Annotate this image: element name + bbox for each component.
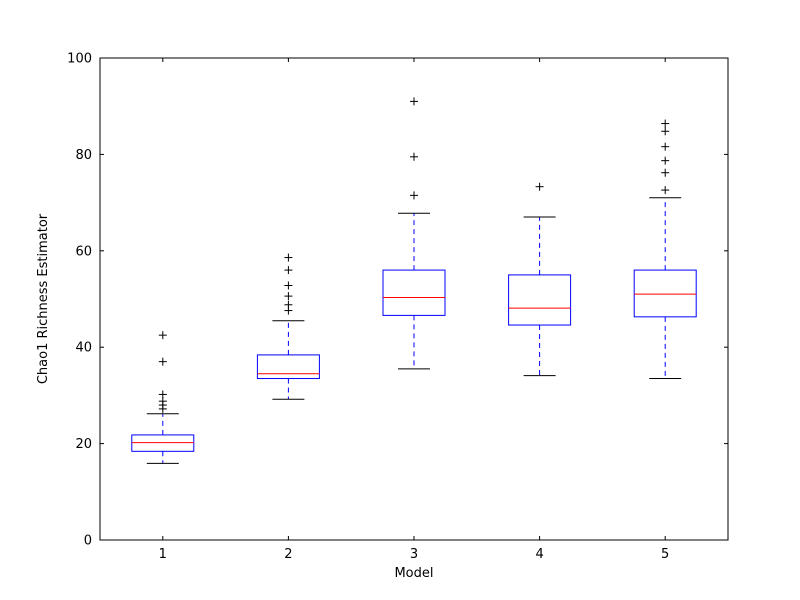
y-tick-label: 80 — [75, 148, 92, 163]
x-axis-label: Model — [394, 566, 433, 581]
x-tick-label: 5 — [661, 547, 669, 562]
boxplot-model-2 — [256, 253, 320, 400]
box — [508, 274, 572, 326]
y-tick-label: 20 — [75, 437, 92, 452]
box — [256, 354, 320, 380]
box — [382, 269, 446, 316]
y-axis-label: Chao1 Richness Estimator — [36, 213, 51, 384]
x-tick-label: 2 — [284, 547, 292, 562]
y-tick-label: 60 — [75, 244, 92, 259]
boxplot-model-3 — [382, 97, 446, 370]
x-tick-label: 1 — [159, 547, 167, 562]
boxplot-model-5 — [633, 119, 697, 380]
x-tick-label: 3 — [410, 547, 418, 562]
axis-ticks: 0 20 40 60 80 100 1 2 3 4 5 — [67, 52, 728, 562]
y-tick-label: 40 — [75, 341, 92, 356]
box — [633, 269, 697, 318]
boxplot-model-1 — [131, 331, 195, 464]
y-tick-label: 100 — [67, 52, 92, 67]
boxplot-series — [131, 97, 697, 464]
y-tick-label: 0 — [84, 534, 92, 549]
x-tick-label: 4 — [535, 547, 543, 562]
boxplot-model-4 — [508, 182, 572, 377]
